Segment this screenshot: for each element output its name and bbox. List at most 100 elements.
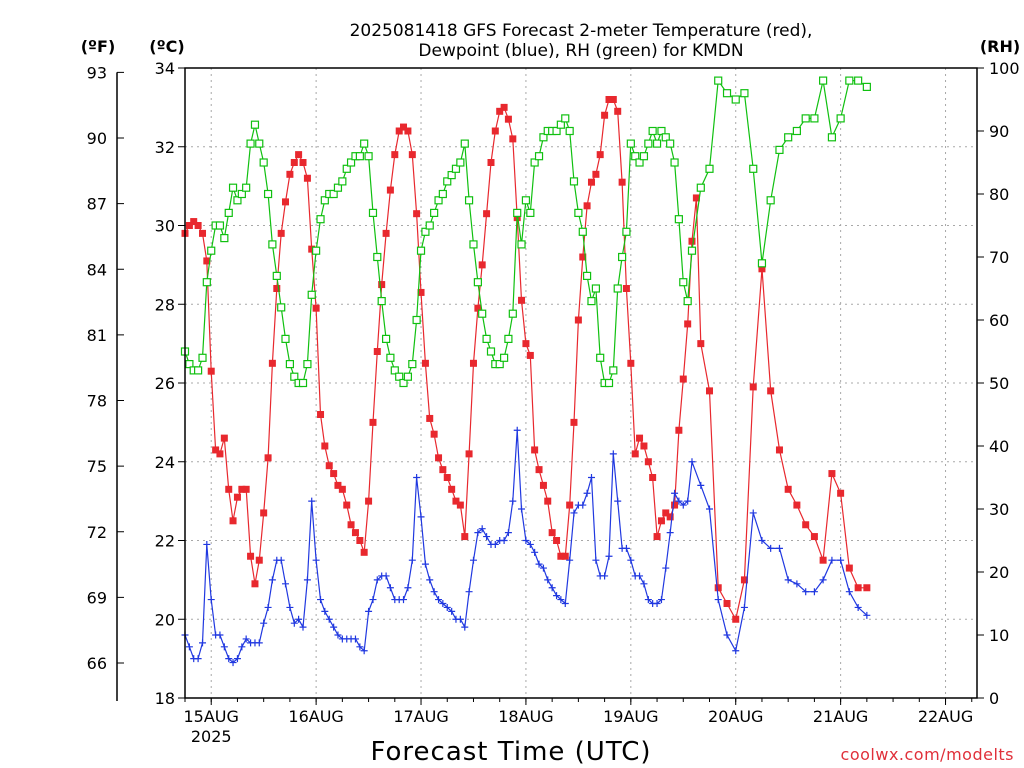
temperature-point <box>561 552 569 560</box>
dewpoint-point <box>430 588 438 596</box>
rh-point <box>395 372 404 381</box>
rh-point <box>740 89 749 98</box>
temperature-point <box>596 151 604 159</box>
dewpoint-point <box>828 556 836 564</box>
rh-tick-label: 0 <box>989 689 999 708</box>
rh-point <box>412 315 421 325</box>
temperature-point <box>539 481 547 489</box>
rh-point <box>862 82 871 92</box>
rh-unit-label: (RH) <box>980 37 1020 56</box>
temperature-point <box>688 237 696 245</box>
x-tick-label: 21AUG <box>813 707 868 726</box>
rh-point <box>237 189 246 199</box>
rh-point <box>578 227 587 236</box>
celsius-tick-label: 18 <box>155 689 175 708</box>
temperature-point <box>828 470 836 478</box>
temperature-point <box>334 481 342 489</box>
dewpoint-point <box>321 607 329 615</box>
rh-point <box>722 89 732 98</box>
celsius-tick-label: 20 <box>155 610 175 629</box>
chart-title-line-2: Dewpoint (blue), RH (green) for KMDN <box>418 41 743 61</box>
temperature-point <box>675 426 683 434</box>
rh-point <box>500 353 509 362</box>
rh-point <box>766 196 775 205</box>
x-tick-label: 15AUG <box>184 707 239 726</box>
temperature-point <box>247 552 255 560</box>
temperature-point <box>684 320 692 328</box>
temperature-point <box>299 159 307 166</box>
dewpoint-point <box>365 607 373 615</box>
rh-point <box>333 183 343 192</box>
dewpoint-point <box>622 544 630 552</box>
rh-point <box>259 158 268 167</box>
rh-point <box>399 378 408 388</box>
dewpoint-point <box>435 596 443 604</box>
temperature-point <box>325 462 333 470</box>
dewpoint-point <box>386 584 394 592</box>
rh-point <box>416 246 426 255</box>
dewpoint-point <box>605 552 613 560</box>
fahrenheit-tick-label: 93 <box>87 63 107 82</box>
rh-point <box>792 126 801 136</box>
rh-point <box>679 278 688 287</box>
dewpoint-point <box>544 576 552 584</box>
dewpoint-point <box>819 576 827 584</box>
temperature-point <box>369 418 377 426</box>
dewpoint-point <box>312 556 320 564</box>
rh-point <box>652 139 662 148</box>
temperature-point <box>426 414 434 422</box>
temperature-point <box>548 529 556 537</box>
rh-point <box>504 334 513 343</box>
rh-point <box>609 366 618 375</box>
fahrenheit-unit-label: (ºF) <box>81 37 116 56</box>
rh-point <box>438 189 447 199</box>
temperature-point <box>697 340 705 348</box>
rh-point <box>320 196 329 205</box>
rh-point <box>377 297 386 306</box>
dewpoint-point <box>684 497 692 505</box>
rh-tick-label: 50 <box>989 374 1009 393</box>
temperature-point <box>395 127 403 135</box>
dewpoint-point <box>295 615 303 623</box>
dewpoint-series <box>181 426 871 667</box>
dewpoint-point <box>330 623 338 631</box>
temperature-point <box>784 485 792 493</box>
temperature-point <box>400 123 408 131</box>
dewpoint-point <box>260 619 268 627</box>
rh-point <box>845 76 854 85</box>
temperature-point <box>312 304 320 312</box>
rh-point <box>364 152 373 161</box>
celsius-unit-label: (ºC) <box>149 37 184 56</box>
dewpoint-point <box>609 450 617 458</box>
dewpoint-point <box>522 537 530 544</box>
temperature-point <box>233 493 241 501</box>
dewpoint-point <box>732 647 740 655</box>
fahrenheit-tick-label: 66 <box>87 654 107 673</box>
temperature-point <box>465 450 473 458</box>
temperature-point <box>365 497 373 505</box>
dewpoint-point <box>714 596 722 604</box>
rh-point <box>473 278 482 287</box>
dewpoint-point <box>657 596 665 604</box>
plot-frame <box>184 67 978 699</box>
temperature-point <box>277 229 285 237</box>
temperature-point <box>351 529 359 537</box>
temperature-point <box>255 556 263 564</box>
temperature-point <box>268 359 276 367</box>
rh-point <box>714 76 723 85</box>
dewpoint-point <box>351 635 359 643</box>
rh-tick-label: 70 <box>989 248 1009 267</box>
dewpoint-point <box>229 659 237 667</box>
dewpoint-point <box>775 544 783 552</box>
temperature-point <box>587 178 595 186</box>
temperature-point <box>535 466 543 474</box>
x-tick-label: 22AUG <box>918 707 973 726</box>
temperature-point <box>391 151 399 159</box>
rh-point <box>482 334 491 343</box>
dewpoint-point <box>863 611 871 619</box>
temperature-point <box>592 170 600 178</box>
dewpoint-point <box>553 592 561 600</box>
dewpoint-point <box>216 631 224 639</box>
celsius-tick-label: 26 <box>155 374 175 393</box>
rh-point <box>596 353 605 362</box>
